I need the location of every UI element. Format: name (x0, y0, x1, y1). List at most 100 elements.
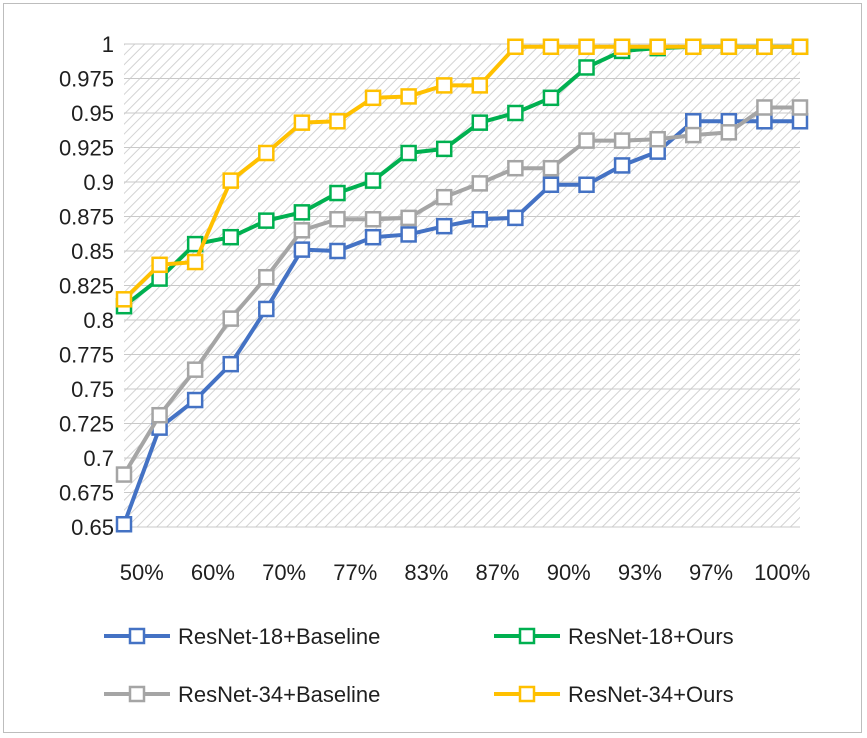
data-point (471, 77, 489, 94)
legend-item: ResNet-34+Ours (494, 682, 734, 707)
y-axis-ticks: 0.65 0.675 0.7 0.725 0.75 0.775 0.8 0.825 0.85 0.… (59, 32, 114, 540)
x-axis-ticks: 50% 60% 70% 77% 83% 87% 90% 93% 97% 100% (120, 560, 811, 585)
y-tick-label: 0.925 (59, 136, 114, 161)
series-1 (115, 113, 809, 533)
y-tick-label: 0.8 (83, 308, 114, 333)
data-point (542, 38, 560, 56)
x-tick-label: 100% (754, 560, 810, 585)
x-tick-label: 50% (120, 560, 164, 585)
legend-label: ResNet-34+Ours (568, 682, 734, 707)
data-point (685, 126, 702, 144)
data-point (400, 144, 417, 162)
data-point (613, 132, 631, 149)
data-point (222, 228, 239, 246)
data-point (364, 211, 382, 228)
data-point (720, 124, 738, 141)
data-point (542, 176, 560, 194)
data-point (507, 104, 524, 122)
data-point (756, 38, 773, 56)
data-point (400, 88, 417, 105)
data-point (435, 140, 453, 158)
data-point (649, 38, 666, 56)
data-point (329, 242, 346, 260)
data-point (756, 113, 773, 130)
data-point (507, 38, 524, 56)
x-tick-label: 97% (689, 560, 733, 585)
data-point (258, 268, 275, 286)
legend-marker (128, 685, 146, 703)
legend-marker (518, 627, 536, 645)
data-point (115, 466, 133, 483)
data-point (791, 38, 809, 56)
legend-label: ResNet-34+Baseline (178, 682, 380, 707)
data-point (542, 89, 560, 107)
data-point (720, 38, 738, 56)
y-tick-label: 0.975 (59, 67, 114, 92)
legend: ResNet-18+Baseline ResNet-18+Ours ResNet-3… (104, 624, 734, 707)
data-point (151, 256, 168, 274)
data-point (542, 159, 560, 177)
data-point (364, 172, 382, 189)
data-point (471, 175, 489, 192)
data-point (435, 77, 453, 94)
data-point (400, 226, 417, 243)
data-point (222, 172, 239, 189)
x-tick-label: 70% (262, 560, 306, 585)
data-point (578, 176, 595, 194)
y-tick-label: 0.675 (59, 481, 114, 506)
data-point (222, 310, 239, 327)
data-point (471, 114, 489, 131)
y-tick-label: 0.75 (71, 377, 114, 402)
data-point (115, 515, 133, 533)
data-point (151, 270, 168, 287)
data-point (649, 130, 666, 148)
data-point (293, 222, 311, 239)
data-point (756, 99, 773, 116)
data-point (364, 89, 382, 107)
y-tick-label: 0.825 (59, 274, 114, 299)
series-4 (115, 38, 809, 308)
data-point (435, 188, 453, 206)
data-point (186, 391, 204, 409)
data-point (258, 144, 275, 162)
y-tick-label: 0.95 (71, 101, 114, 126)
y-tick-label: 0.875 (59, 205, 114, 230)
data-point (258, 212, 275, 229)
x-tick-label: 83% (404, 560, 448, 585)
data-point (578, 59, 595, 76)
data-point (293, 204, 311, 221)
x-tick-label: 77% (333, 560, 377, 585)
data-point (507, 159, 524, 177)
data-point (791, 113, 809, 130)
y-tick-label: 0.9 (83, 170, 114, 195)
data-point (186, 361, 204, 378)
data-point (613, 38, 631, 56)
data-point (578, 38, 595, 56)
y-tick-label: 0.85 (71, 239, 114, 264)
data-point (115, 291, 133, 308)
data-point (329, 113, 346, 130)
x-tick-label: 60% (191, 560, 235, 585)
data-point (222, 355, 239, 373)
data-point (329, 211, 346, 228)
legend-label: ResNet-18+Ours (568, 624, 734, 649)
y-tick-label: 0.7 (83, 446, 114, 471)
data-point (186, 253, 204, 271)
y-tick-label: 0.65 (71, 515, 114, 540)
y-tick-label: 0.725 (59, 412, 114, 437)
data-point (471, 211, 489, 228)
y-tick-label: 1 (102, 32, 114, 57)
legend-marker (518, 685, 536, 703)
data-point (685, 113, 702, 130)
data-point (578, 132, 595, 149)
data-point (364, 228, 382, 246)
data-point (507, 209, 524, 227)
data-point (329, 184, 346, 202)
y-tick-label: 0.775 (59, 343, 114, 368)
x-tick-label: 87% (476, 560, 520, 585)
data-point (435, 217, 453, 235)
series-3 (115, 99, 809, 483)
data-point (293, 241, 311, 258)
data-point (613, 157, 631, 174)
